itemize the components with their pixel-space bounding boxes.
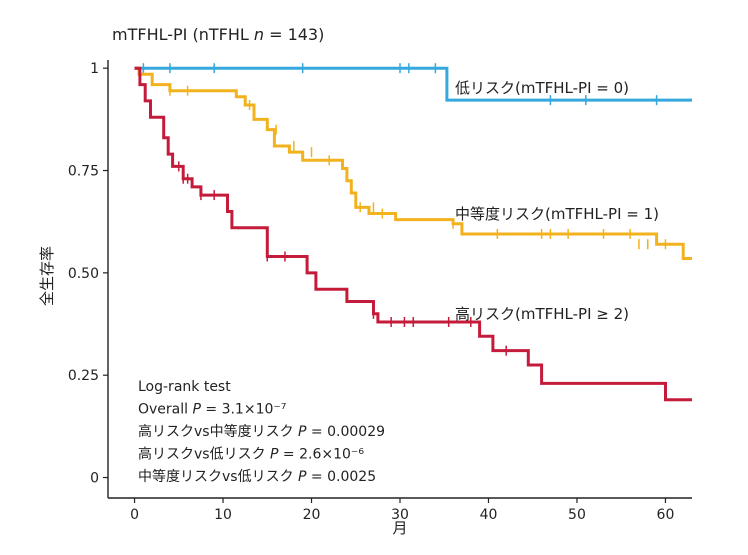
annotation-suffix: = 2.6×10⁻⁶ [278, 447, 364, 463]
series-label-1: 中等度リスク(mTFHL-PI = 1) [455, 205, 659, 223]
x-tick-label: 60 [657, 507, 675, 523]
annotation-prefix: 高リスクvs低リスク [138, 446, 270, 463]
annotation-block: Log-rank test Overall P = 3.1×10⁻⁷ 高リスクvs中… [138, 379, 385, 485]
title-n: n [254, 25, 264, 44]
annotation-suffix: = 0.0025 [306, 469, 376, 485]
y-tick-label: 1 [90, 61, 99, 77]
annotation-prefix: Overall [138, 402, 192, 418]
annotation-line: 高リスクvs低リスク P = 2.6×10⁻⁶ [138, 446, 364, 463]
title-prefix: mTFHL-PI (nTFHL [112, 25, 254, 44]
chart-title: mTFHL-PI (nTFHL n = 143) [112, 25, 324, 44]
annotation-italic: P [298, 469, 307, 485]
x-axis-title: 月 [392, 519, 407, 537]
x-tick-label: 40 [480, 507, 498, 523]
annotation-italic: P [192, 402, 201, 418]
annotation-italic: P [270, 447, 279, 463]
plot-area: 0 10 20 30 40 50 60 0 0.25 0.50 0.75 1 低リスク(mTFHL-PI… [68, 60, 692, 523]
annotation-line: 高リスクvs中等度リスク P = 0.00029 [138, 423, 385, 440]
x-tick-label: 50 [568, 507, 586, 523]
annotation-prefix: Log-rank test [138, 379, 231, 395]
y-axis-title: 全生存率 [38, 246, 56, 306]
x-tick-label: 30 [391, 507, 409, 523]
annotation-suffix: = 3.1×10⁻⁷ [201, 402, 286, 418]
annotation-italic: P [298, 424, 307, 440]
y-tick-label: 0 [90, 471, 99, 487]
km-curve-1 [134, 66, 692, 260]
title-suffix: = 143) [264, 25, 324, 44]
annotation-prefix: 高リスクvs中等度リスク [138, 423, 298, 440]
km-curve-0 [134, 66, 692, 102]
y-tick-label: 0.50 [68, 266, 99, 282]
x-tick-label: 0 [130, 507, 139, 523]
x-tick-label: 20 [303, 507, 321, 523]
series-label-0: 低リスク(mTFHL-PI = 0) [455, 79, 629, 97]
annotation-line: 中等度リスクvs低リスク P = 0.0025 [138, 468, 376, 485]
annotation-prefix: 中等度リスクvs低リスク [138, 468, 298, 485]
annotation-line: Overall P = 3.1×10⁻⁷ [138, 402, 286, 418]
x-tick-label: 10 [214, 507, 232, 523]
annotation-suffix: = 0.00029 [306, 424, 385, 440]
series-label-2: 高リスク(mTFHL-PI ≥ 2) [455, 305, 629, 323]
annotation-line: Log-rank test [138, 379, 231, 395]
y-tick-label: 0.75 [68, 164, 99, 180]
km-curve-2 [134, 66, 692, 402]
y-tick-label: 0.25 [68, 368, 99, 384]
